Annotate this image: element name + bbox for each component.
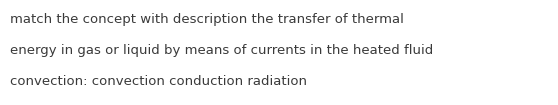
Text: convection: convection conduction radiation: convection: convection conduction radiat… [10, 75, 307, 88]
Text: energy in gas or liquid by means of currents in the heated fluid: energy in gas or liquid by means of curr… [10, 44, 434, 57]
Text: match the concept with description the transfer of thermal: match the concept with description the t… [10, 13, 404, 26]
